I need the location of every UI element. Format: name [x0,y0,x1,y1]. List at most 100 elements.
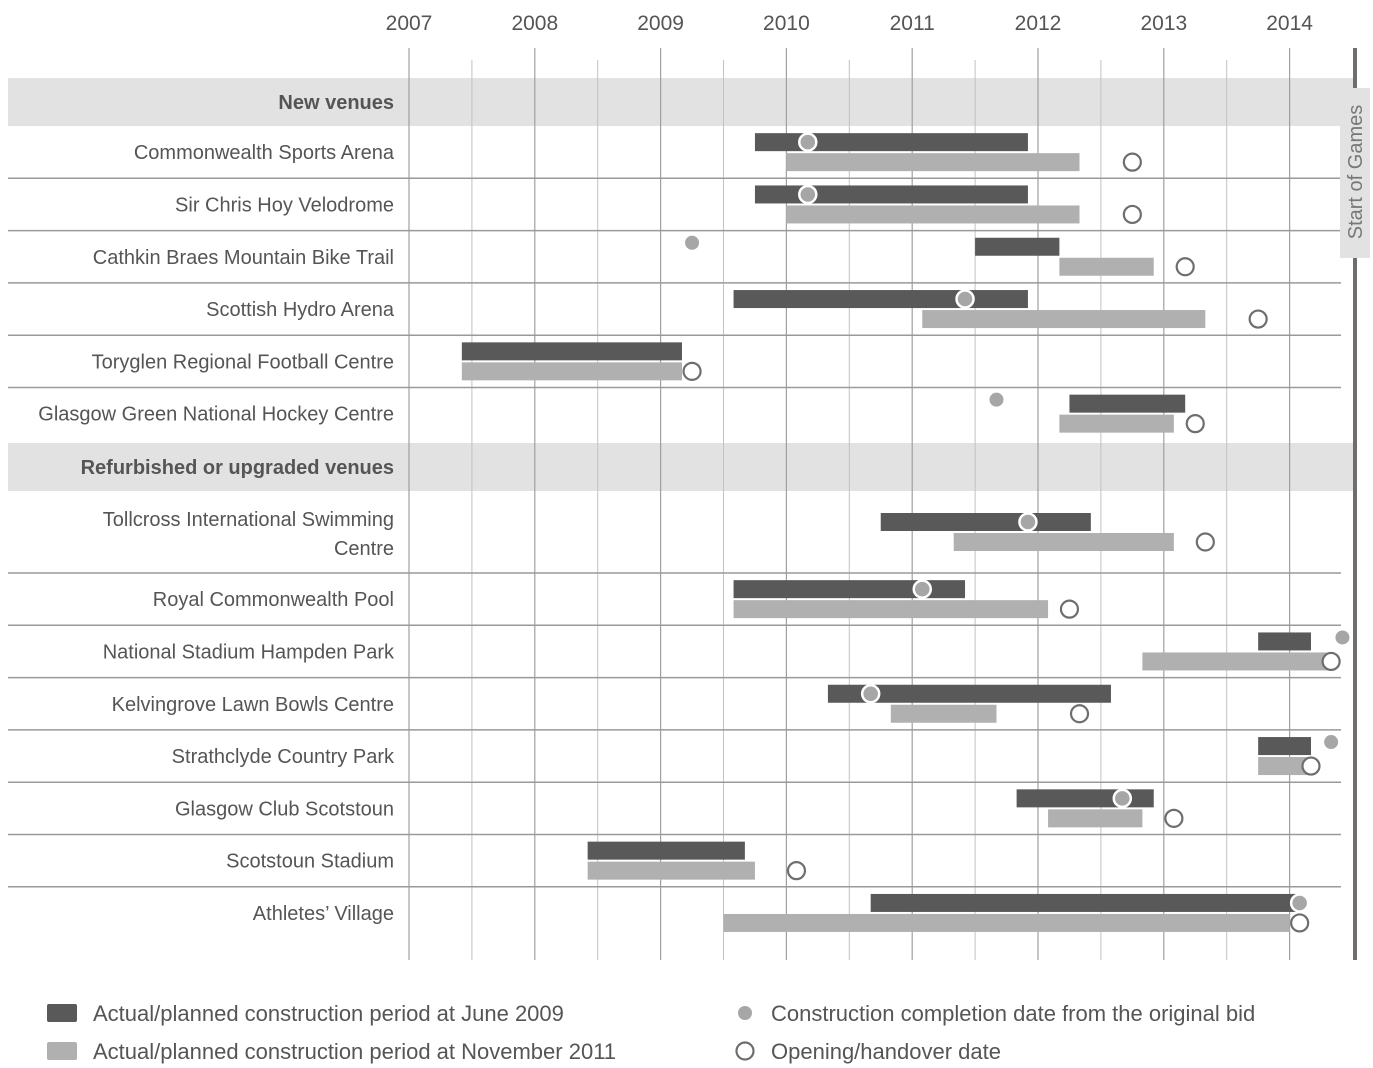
start-of-games-marker: Start of Games [1340,48,1370,960]
opening-date-ring-scottish-hydro-arena [1248,309,1268,329]
bar-2009-cathkin-braes-mountain-bike-trail [975,237,1060,256]
section-title-new-venues: New venues [278,92,394,114]
bid-completion-dot-glasgow-club-scotstoun [1112,788,1133,809]
bar-2009-strathclyde-country-park [1258,737,1311,756]
opening-date-ring-strathclyde-country-park [1301,756,1321,776]
year-tick-2012: 2012 [1015,12,1062,35]
venue-label-athletes-village: Athletes’ Village [253,903,394,925]
venue-label-national-stadium-hampden-park: National Stadium Hampden Park [103,641,395,663]
year-tick-2013: 2013 [1140,12,1187,35]
start-of-games-label-bg [1340,88,1370,258]
venue-label-tollcross-international-swimming-centre: Tollcross International Swimming Centre [103,509,394,560]
opening-date-ring-glasgow-green-national-hockey-centre [1185,414,1205,434]
bar-2009-kelvingrove-lawn-bowls-centre [827,684,1111,703]
bar-2011-scotstoun-stadium [587,861,755,880]
section-header-band [8,443,1356,491]
bar-2011-commonwealth-sports-arena [786,153,1080,172]
bar-2011-cathkin-braes-mountain-bike-trail [1059,257,1154,276]
row-dividers [8,177,1341,888]
date-markers [682,132,1350,933]
venue-label-kelvingrove-lawn-bowls-centre: Kelvingrove Lawn Bowls Centre [112,694,394,716]
bar-2009-toryglen-regional-football-centre [461,342,682,361]
bid-completion-dot-strathclyde-country-park [1324,735,1339,750]
legend-item-ring-label: Opening/handover date [771,1039,1001,1064]
bar-2009-national-stadium-hampden-park [1258,632,1311,651]
legend-item-bar2011-label: Actual/planned construction period at No… [93,1039,616,1064]
legend-item-ring-swatch [735,1041,755,1061]
bar-2009-scottish-hydro-arena [733,290,1028,309]
bid-completion-dot-tollcross-international-swimming-centre [1018,512,1038,532]
legend-item-bar2009-swatch [47,1004,77,1022]
venue-label-scotstoun-stadium: Scotstoun Stadium [226,851,394,873]
bar-2009-athletes-village [870,893,1300,912]
opening-date-ring-royal-commonwealth-pool [1059,599,1080,619]
start-of-games-label: Start of Games [1345,105,1367,240]
bid-completion-dot-scottish-hydro-arena [955,289,975,309]
bar-2011-tollcross-international-swimming-centre [953,533,1174,551]
bid-completion-dot-kelvingrove-lawn-bowls-centre [860,684,881,704]
venue-label-royal-commonwealth-pool: Royal Commonwealth Pool [153,589,394,611]
x-axis-year-labels: 2007 2008 2009 2010 2011 2012 2013 2014 [386,12,1314,35]
bar-2009-sir-chris-hoy-velodrome [754,185,1028,204]
venue-label-scottish-hydro-arena: Scottish Hydro Arena [206,299,395,321]
bar-2009-glasgow-club-scotstoun [1016,789,1154,808]
bid-completion-dot-national-stadium-hampden-park [1335,630,1350,645]
venue-label-glasgow-club-scotstoun: Glasgow Club Scotstoun [175,798,394,820]
opening-date-ring-kelvingrove-lawn-bowls-centre [1069,704,1090,724]
year-tick-2008: 2008 [511,12,558,35]
opening-date-ring-toryglen-regional-football-centre [682,361,702,381]
opening-date-ring-sir-chris-hoy-velodrome [1122,204,1142,225]
venue-label-strathclyde-country-park: Strathclyde Country Park [172,746,395,768]
bar-2009-scotstoun-stadium [587,841,745,860]
bid-completion-dot-athletes-village [1289,893,1310,913]
section-backgrounds [8,78,1356,491]
year-gridlines [408,48,1291,960]
bar-2011-glasgow-club-scotstoun [1048,809,1143,828]
bid-completion-dot-commonwealth-sports-arena [798,132,818,152]
opening-date-ring-national-stadium-hampden-park [1321,651,1341,672]
legend-item-dot-swatch [738,1006,752,1020]
bid-completion-dot-glasgow-green-national-hockey-centre [989,392,1004,407]
opening-date-ring-cathkin-braes-mountain-bike-trail [1175,257,1195,277]
venue-labels: New venues Commonwealth Sports Arena Sir C… [38,92,395,925]
year-tick-2014: 2014 [1266,12,1313,35]
section-header-band [8,78,1356,126]
opening-date-ring-glasgow-club-scotstoun [1164,808,1184,828]
section-title-refurbished-or-upgraded-venues: Refurbished or upgraded venues [81,457,394,479]
bar-2011-scottish-hydro-arena [922,310,1206,329]
venue-label-commonwealth-sports-arena: Commonwealth Sports Arena [134,142,395,164]
opening-date-ring-scotstoun-stadium [786,861,807,881]
bar-2011-national-stadium-hampden-park [1142,652,1332,671]
bid-completion-dot-sir-chris-hoy-velodrome [798,184,818,205]
bar-2011-royal-commonwealth-pool [733,600,1049,619]
legend-item-bar2009-label: Actual/planned construction period at Ju… [93,1001,564,1026]
bar-2009-glasgow-green-national-hockey-centre [1069,394,1186,413]
opening-date-ring-commonwealth-sports-arena [1122,152,1142,172]
venue-label-toryglen-regional-football-centre: Toryglen Regional Football Centre [92,351,394,373]
bar-2009-royal-commonwealth-pool [733,580,966,599]
year-tick-2011: 2011 [890,12,935,35]
bar-2011-kelvingrove-lawn-bowls-centre [890,704,997,723]
bar-2009-commonwealth-sports-arena [754,133,1028,152]
opening-date-ring-athletes-village [1290,913,1310,933]
bar-2011-glasgow-green-national-hockey-centre [1059,414,1174,433]
venue-label-sir-chris-hoy-velodrome: Sir Chris Hoy Velodrome [175,194,394,216]
venue-label-cathkin-braes-mountain-bike-trail: Cathkin Braes Mountain Bike Trail [93,247,394,269]
year-tick-2009: 2009 [637,12,684,35]
bid-completion-dot-royal-commonwealth-pool [912,579,933,599]
bid-completion-dot-cathkin-braes-mountain-bike-trail [685,235,700,250]
year-tick-2010: 2010 [763,12,810,35]
legend-item-bar2011-swatch [47,1042,77,1060]
legend-item-dot-label: Construction completion date from the or… [771,1001,1255,1026]
bar-2009-tollcross-international-swimming-centre [880,513,1091,531]
bar-2011-athletes-village [723,913,1290,932]
legend: Actual/planned construction period at Ju… [47,1001,1255,1064]
bar-2011-sir-chris-hoy-velodrome [786,205,1080,224]
bar-2011-strathclyde-country-park [1258,757,1311,776]
bar-2011-toryglen-regional-football-centre [461,362,682,381]
opening-date-ring-tollcross-international-swimming-centre [1195,532,1215,552]
year-tick-2007: 2007 [386,12,433,35]
construction-bars [461,133,1332,932]
venue-label-glasgow-green-national-hockey-centre: Glasgow Green National Hockey Centre [38,404,394,426]
